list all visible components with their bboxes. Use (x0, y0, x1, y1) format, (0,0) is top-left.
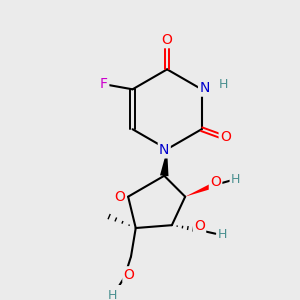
Text: H: H (218, 228, 227, 241)
Text: O: O (194, 219, 205, 233)
Text: N: N (159, 143, 169, 157)
Text: H: H (219, 78, 228, 91)
Text: O: O (220, 130, 231, 144)
Text: N: N (199, 81, 210, 95)
Text: O: O (162, 33, 172, 47)
Text: F: F (100, 76, 108, 91)
Polygon shape (185, 183, 215, 197)
Text: O: O (210, 176, 221, 189)
Text: O: O (114, 190, 125, 204)
Text: H: H (107, 289, 117, 300)
Polygon shape (160, 149, 169, 176)
Text: H: H (231, 173, 240, 186)
Text: O: O (124, 268, 134, 282)
